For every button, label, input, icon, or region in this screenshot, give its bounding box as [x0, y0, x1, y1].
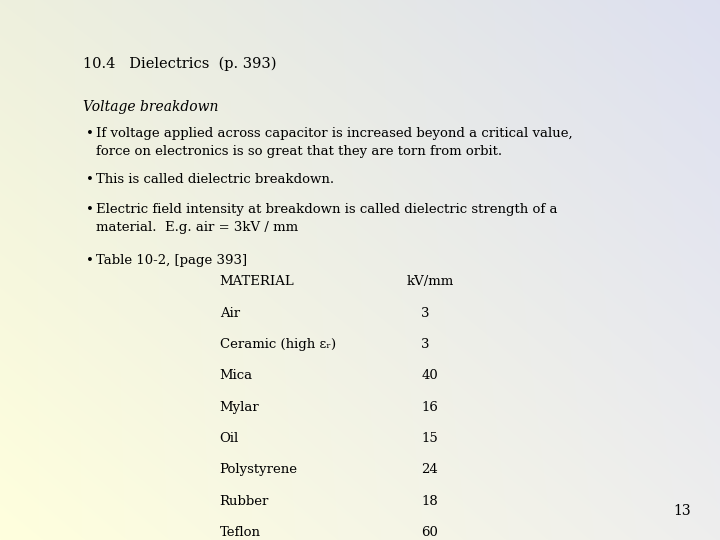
Text: 24: 24	[421, 463, 438, 476]
Text: 18: 18	[421, 495, 438, 508]
Text: MATERIAL: MATERIAL	[220, 275, 294, 288]
Text: Rubber: Rubber	[220, 495, 269, 508]
Text: 3: 3	[421, 307, 430, 320]
Text: •: •	[86, 127, 94, 140]
Text: Teflon: Teflon	[220, 526, 261, 539]
Text: 60: 60	[421, 526, 438, 539]
Text: If voltage applied across capacitor is increased beyond a critical value,
force : If voltage applied across capacitor is i…	[96, 127, 572, 158]
Text: Polystyrene: Polystyrene	[220, 463, 297, 476]
Text: •: •	[86, 173, 94, 186]
Text: Air: Air	[220, 307, 240, 320]
Text: •: •	[86, 254, 94, 267]
Text: Table 10-2, [page 393]: Table 10-2, [page 393]	[96, 254, 247, 267]
Text: Oil: Oil	[220, 432, 239, 445]
Text: Electric field intensity at breakdown is called dielectric strength of a
materia: Electric field intensity at breakdown is…	[96, 202, 557, 233]
Text: 13: 13	[674, 504, 691, 518]
Text: 16: 16	[421, 401, 438, 414]
Text: Mica: Mica	[220, 369, 253, 382]
Text: 40: 40	[421, 369, 438, 382]
Text: Voltage breakdown: Voltage breakdown	[83, 100, 218, 114]
Text: kV/mm: kV/mm	[407, 275, 454, 288]
Text: Mylar: Mylar	[220, 401, 259, 414]
Text: This is called dielectric breakdown.: This is called dielectric breakdown.	[96, 173, 334, 186]
Text: 15: 15	[421, 432, 438, 445]
Text: 3: 3	[421, 338, 430, 351]
Text: 10.4   Dielectrics  (p. 393): 10.4 Dielectrics (p. 393)	[83, 57, 276, 71]
Text: •: •	[86, 202, 94, 215]
Text: Ceramic (high εᵣ): Ceramic (high εᵣ)	[220, 338, 336, 351]
